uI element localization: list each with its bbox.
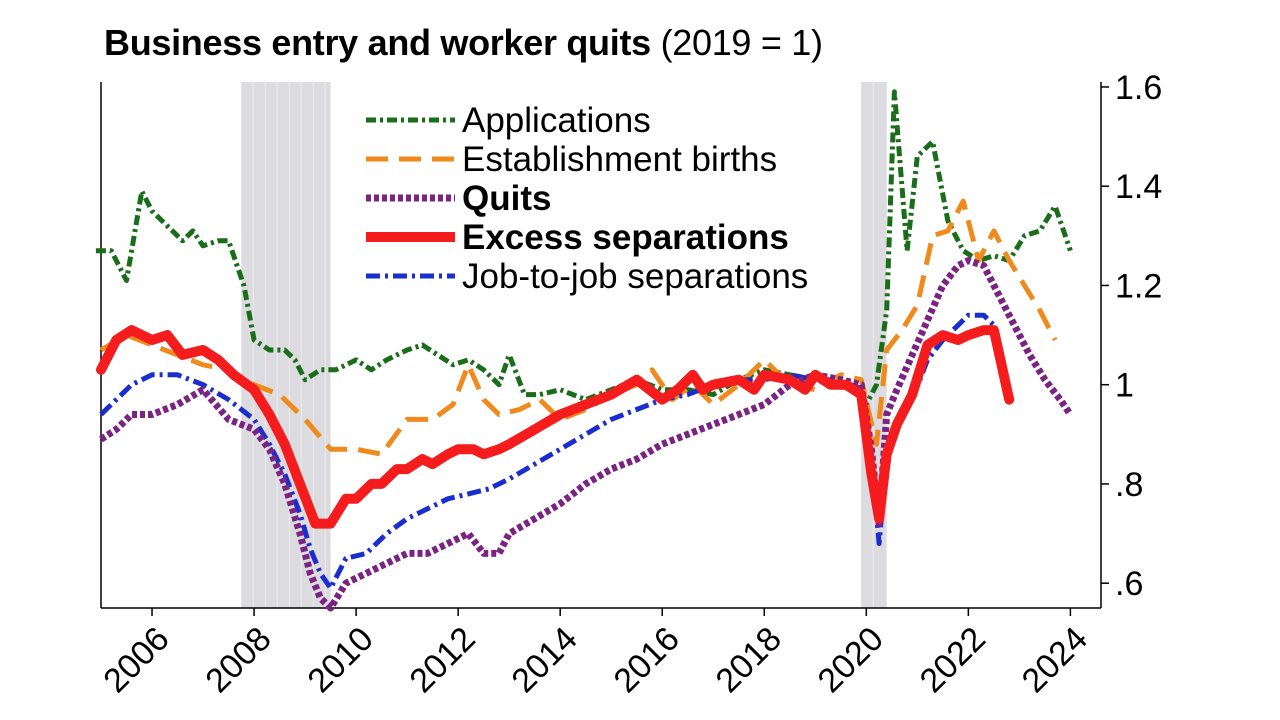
y-tick-label: 1.4 bbox=[1115, 168, 1162, 206]
recession-band bbox=[241, 82, 331, 608]
chart-subtitle: (2019 = 1) bbox=[660, 22, 823, 63]
x-tick-label: 2024 bbox=[1015, 620, 1095, 700]
y-tick-label: 1 bbox=[1115, 367, 1134, 405]
y-tick-label: .8 bbox=[1115, 466, 1143, 504]
legend-label: Establishment births bbox=[462, 140, 777, 179]
x-tick-label: 2022 bbox=[913, 620, 993, 700]
legend-label: Excess separations bbox=[462, 218, 789, 257]
series-line-excess-separations bbox=[96, 325, 1015, 529]
series-lines bbox=[95, 89, 1074, 612]
x-tick-label: 2016 bbox=[606, 620, 686, 700]
x-tick-label: 2012 bbox=[402, 620, 482, 700]
x-tick-label: 2010 bbox=[300, 620, 380, 700]
chart-title-main: Business entry and worker quits bbox=[104, 22, 651, 63]
legend-label: Applications bbox=[462, 101, 651, 140]
x-tick-label: 2014 bbox=[504, 620, 584, 700]
legend-label: Quits bbox=[462, 179, 551, 218]
y-tick-label: .6 bbox=[1115, 565, 1143, 603]
x-tick-label: 2008 bbox=[198, 620, 278, 700]
y-tick-label: 1.6 bbox=[1115, 69, 1162, 107]
x-tick-label: 2018 bbox=[709, 620, 789, 700]
x-tick-label: 2020 bbox=[811, 620, 891, 700]
y-tick-label: 1.2 bbox=[1115, 267, 1162, 305]
chart-title: Business entry and worker quits (2019 = … bbox=[104, 22, 823, 64]
series-line-quits bbox=[99, 257, 1074, 612]
x-tick-label: 2006 bbox=[96, 620, 176, 700]
legend-label: Job-to-job separations bbox=[462, 257, 808, 296]
